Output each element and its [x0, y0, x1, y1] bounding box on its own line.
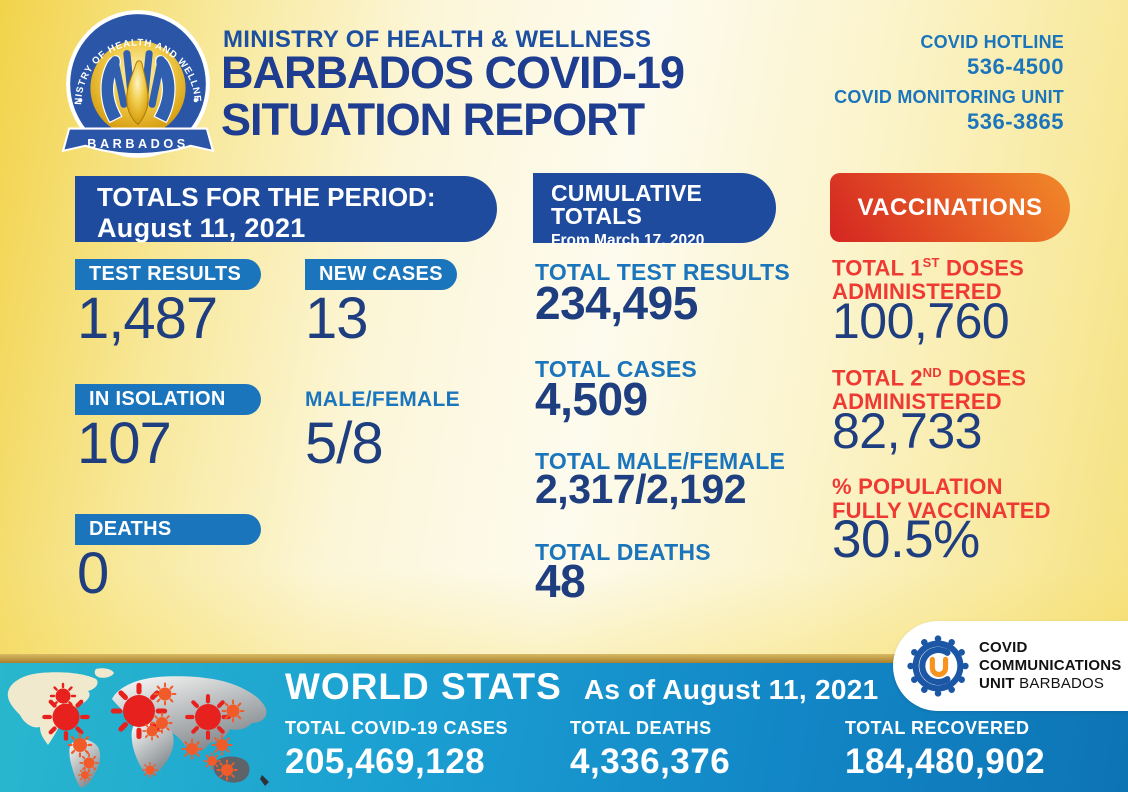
world-total-recovered-label: TOTAL RECOVERED — [845, 718, 1030, 738]
total-deaths-label: TOTAL DEATHS — [535, 539, 711, 565]
new-cases-label: NEW CASES — [305, 259, 457, 290]
deaths-value: 0 — [77, 541, 109, 606]
deaths-label: DEATHS — [75, 514, 261, 545]
covid-communications-unit-logo: COVID COMMUNICATIONS UNIT BARBADOS — [893, 621, 1128, 711]
cumulative-section-header: CUMULATIVE TOTALS From March 17, 2020 — [533, 173, 776, 249]
cumulative-header-subtitle: From March 17, 2020 — [551, 231, 705, 249]
world-stats-header: WORLD STATS As of August 11, 2021 — [285, 666, 879, 708]
world-total-cases: TOTAL COVID-19 CASES 205,469,128 — [285, 718, 508, 782]
fully-vaccinated-value: 30.5% — [832, 510, 980, 569]
male-female-value: 5/8 — [305, 411, 384, 476]
ccu-line1: COVID — [979, 638, 1028, 656]
fully-vaccinated-label-line1: % POPULATION — [832, 474, 1003, 499]
second-doses-label-post: DOSES — [941, 365, 1027, 391]
vaccinations-section-header: VACCINATIONS — [830, 173, 1070, 242]
ccu-line3-barbados: BARBADOS — [1019, 675, 1105, 693]
period-header-date: August 11, 2021 — [97, 213, 306, 243]
second-doses-label-sup: ND — [922, 365, 942, 380]
first-doses-label-line2: ADMINISTERED — [832, 279, 1002, 305]
world-total-cases-value: 205,469,128 — [285, 742, 486, 781]
ccu-virus-icon — [907, 635, 969, 697]
first-doses-label-sup: ST — [922, 255, 940, 270]
period-section-header: TOTALS FOR THE PERIOD: August 11, 2021 — [75, 176, 497, 243]
world-map-covid-icon — [7, 668, 269, 788]
ccu-line2: COMMUNICATIONS — [979, 656, 1122, 674]
ministry-name: MINISTRY OF HEALTH & WELLNESS — [223, 26, 652, 53]
fully-vaccinated-label: % POPULATION FULLY VACCINATED — [832, 475, 1051, 523]
total-cases-value: 4,509 — [535, 373, 648, 425]
second-doses-label-pre: TOTAL 2 — [832, 365, 923, 391]
new-cases-value: 13 — [305, 286, 369, 351]
world-total-deaths-label: TOTAL DEATHS — [570, 718, 712, 738]
first-doses-label-pre: TOTAL 1 — [832, 255, 923, 281]
hotline-number: 536-4500 — [967, 54, 1064, 79]
cumulative-header-line2: TOTALS — [551, 203, 643, 230]
ccu-line3-unit: UNIT — [979, 675, 1015, 693]
monitoring-unit-number: 536-3865 — [967, 109, 1064, 134]
ccu-line3: UNIT BARBADOS — [979, 675, 1122, 693]
report-title: BARBADOS COVID-19 SITUATION REPORT — [221, 47, 685, 145]
world-total-recovered-value: 184,480,902 — [845, 742, 1046, 781]
total-test-results-value: 234,495 — [535, 277, 698, 329]
hotline-label: COVID HOTLINE — [920, 32, 1064, 52]
total-deaths-value: 48 — [535, 555, 586, 607]
monitoring-unit-label: COVID MONITORING UNIT — [834, 87, 1064, 107]
total-male-female-value: 2,317/2,192 — [535, 466, 747, 512]
world-total-deaths: TOTAL DEATHS 4,336,376 — [570, 718, 730, 782]
second-doses-value: 82,733 — [832, 403, 982, 459]
first-doses-value: 100,760 — [832, 293, 1010, 349]
ccu-logo-text: COVID COMMUNICATIONS UNIT BARBADOS — [979, 639, 1122, 694]
fully-vaccinated-label-line2: FULLY VACCINATED — [832, 497, 1051, 523]
second-doses-label-line2: ADMINISTERED — [832, 389, 1002, 415]
world-stats-as-of: As of August 11, 2021 — [583, 674, 879, 705]
report-title-line1: BARBADOS COVID-19 — [221, 47, 685, 98]
first-doses-label-post: DOSES — [939, 255, 1024, 281]
report-title-line2: SITUATION REPORT — [221, 93, 645, 145]
world-total-deaths-value: 4,336,376 — [570, 742, 731, 781]
male-female-label: MALE/FEMALE — [305, 388, 460, 411]
vaccinations-header-label: VACCINATIONS — [857, 193, 1043, 221]
contact-numbers: COVID HOTLINE 536-4500 COVID MONITORING … — [834, 32, 1064, 142]
ministry-of-health-logo-icon: MINISTRY OF HEALTH AND WELLNESS BARBADOS — [57, 3, 215, 158]
test-results-label: TEST RESULTS — [75, 259, 261, 290]
test-results-value: 1,487 — [77, 286, 218, 351]
first-doses-label: TOTAL 1ST DOSES ADMINISTERED — [832, 255, 1024, 305]
world-total-cases-label: TOTAL COVID-19 CASES — [285, 718, 509, 738]
total-male-female-label: TOTAL MALE/FEMALE — [535, 448, 785, 474]
logo-banner-text: BARBADOS — [87, 137, 188, 151]
world-stats-title: WORLD STATS — [285, 666, 562, 707]
total-cases-label: TOTAL CASES — [535, 356, 697, 382]
period-header-line1: TOTALS FOR THE PERIOD: — [97, 182, 436, 212]
total-test-results-label: TOTAL TEST RESULTS — [535, 259, 790, 285]
in-isolation-label: IN ISOLATION — [75, 384, 261, 415]
world-total-recovered: TOTAL RECOVERED 184,480,902 — [845, 718, 1045, 782]
gold-divider — [0, 654, 1128, 663]
in-isolation-value: 107 — [77, 411, 172, 476]
cumulative-header-line1: CUMULATIVE — [551, 180, 703, 206]
hands-emblem — [100, 50, 176, 126]
second-doses-label: TOTAL 2ND DOSES ADMINISTERED — [832, 365, 1027, 415]
